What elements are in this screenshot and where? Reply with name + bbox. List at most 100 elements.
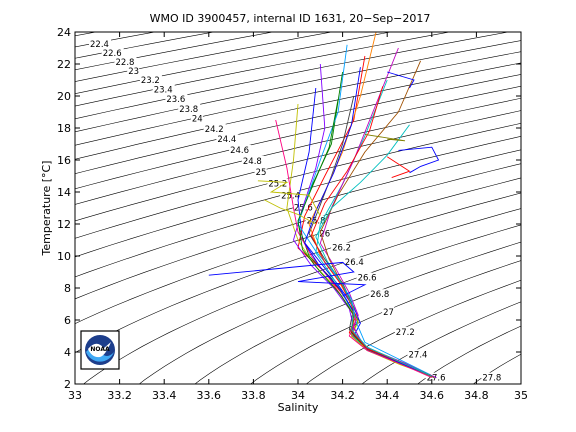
- contour-label-bg: [178, 103, 201, 113]
- contour-label: 27.6: [427, 374, 446, 384]
- x-tick-label: 33.4: [152, 389, 177, 402]
- contour-label: 26: [319, 230, 330, 240]
- x-tick-label: 33: [68, 389, 82, 402]
- y-axis-label: Temperature [°C]: [40, 161, 53, 257]
- contour-label-bg: [101, 47, 124, 57]
- y-tick-label: 10: [57, 250, 71, 263]
- contour-label: 25: [256, 168, 267, 178]
- y-tick-label: 20: [57, 90, 71, 103]
- y-tick-label: 6: [64, 314, 71, 327]
- contour-label: 25.4: [281, 191, 300, 201]
- contour-label: 24.6: [230, 146, 249, 156]
- contour-label-bg: [152, 84, 175, 94]
- contour-label: 24.2: [205, 125, 224, 135]
- x-tick-label: 34.6: [420, 389, 445, 402]
- contour-label-bg: [343, 257, 366, 267]
- profile-line: [315, 124, 432, 377]
- contour-label: 24: [192, 115, 203, 125]
- chart-title: WMO ID 3900457, internal ID 1631, 20−Sep…: [150, 12, 431, 25]
- contour-label-bg: [425, 372, 448, 382]
- contour-label: 26.6: [358, 274, 377, 284]
- contour-label: 24.8: [243, 157, 262, 167]
- profile-line: [264, 199, 317, 225]
- profile-line: [364, 133, 406, 142]
- contour-label: 24.4: [217, 135, 236, 145]
- contour-label: 22.6: [103, 49, 122, 59]
- contour-label-bg: [331, 242, 354, 252]
- profile-line: [386, 156, 411, 179]
- contour-label: 27.4: [409, 350, 428, 360]
- x-tick-label: 33.8: [241, 389, 266, 402]
- contour-label: 23.4: [154, 86, 173, 96]
- density-contour: [417, 325, 521, 384]
- contour-label-bg: [382, 307, 395, 317]
- profiles-layer: [208, 32, 440, 379]
- density-contour: [75, 110, 521, 222]
- profile-line: [208, 261, 367, 297]
- y-tick-label: 18: [57, 122, 71, 135]
- contour-label-bg: [369, 289, 392, 299]
- contour-label-bg: [267, 178, 290, 188]
- contour-label-bg: [318, 228, 331, 238]
- contour-label-bg: [190, 113, 203, 123]
- contour-label: 22.4: [90, 40, 109, 50]
- contour-label-bg: [356, 272, 379, 282]
- density-contour: [75, 32, 452, 107]
- profile-line: [257, 180, 321, 217]
- contour-label-bg: [241, 155, 264, 165]
- contour-label-bg: [165, 94, 188, 103]
- profile-line: [398, 146, 440, 174]
- density-contour: [75, 51, 521, 146]
- contour-label: 23.2: [141, 76, 160, 86]
- contour-label: 25.2: [268, 180, 287, 190]
- contour-label: 26.2: [332, 244, 351, 254]
- contour-label-bg: [305, 215, 328, 225]
- y-tick-label: 8: [64, 282, 71, 295]
- logo-text: NOAA: [90, 346, 110, 353]
- x-tick-label: 34.2: [330, 389, 355, 402]
- density-contour: [83, 208, 521, 384]
- y-tick-label: 12: [57, 218, 71, 231]
- density-contour: [75, 32, 393, 94]
- contour-label-bg: [407, 349, 430, 359]
- contour-label: 25.8: [307, 216, 326, 226]
- density-contour: [194, 241, 521, 384]
- x-tick-label: 35: [514, 389, 528, 402]
- contour-label-bg: [481, 372, 504, 382]
- density-contour: [75, 135, 521, 258]
- profile-line: [387, 71, 415, 89]
- density-contour: [75, 123, 521, 239]
- density-contour: [75, 32, 510, 120]
- density-contour: [361, 301, 521, 384]
- logo-bird: [88, 342, 111, 358]
- x-tick-label: 33.6: [197, 389, 222, 402]
- profile-line: [310, 86, 432, 377]
- y-tick-label: 14: [57, 186, 71, 199]
- contour-label-bg: [139, 75, 162, 85]
- density-contour: [75, 62, 521, 160]
- density-contour: [75, 163, 521, 300]
- x-tick-label: 33.2: [107, 389, 132, 402]
- y-tick-label: 4: [64, 346, 71, 359]
- noaa-logo: NOAA: [80, 330, 120, 370]
- contour-label-bg: [254, 167, 267, 176]
- contour-label: 27: [383, 308, 394, 318]
- y-tick-label: 24: [57, 26, 71, 39]
- contour-label-bg: [229, 144, 252, 154]
- contour-label-bg: [89, 39, 111, 49]
- density-contour: [75, 177, 521, 324]
- contour-label-bg: [114, 56, 137, 66]
- x-axis-label: Salinity: [278, 401, 319, 414]
- contour-label-bg: [394, 326, 417, 336]
- x-tick-label: 34.4: [375, 389, 400, 402]
- density-contour: [138, 224, 521, 384]
- contour-label: 23: [128, 67, 139, 77]
- x-tick-label: 34.8: [464, 389, 489, 402]
- contour-label: 23.8: [179, 105, 198, 115]
- y-tick-label: 16: [57, 154, 71, 167]
- profile-line: [275, 119, 432, 379]
- density-contour: [250, 260, 521, 384]
- x-axis: 33 33.2 33.4 33.6 33.8 34 34.2 34.4 34.6 34.8 35: [68, 32, 528, 402]
